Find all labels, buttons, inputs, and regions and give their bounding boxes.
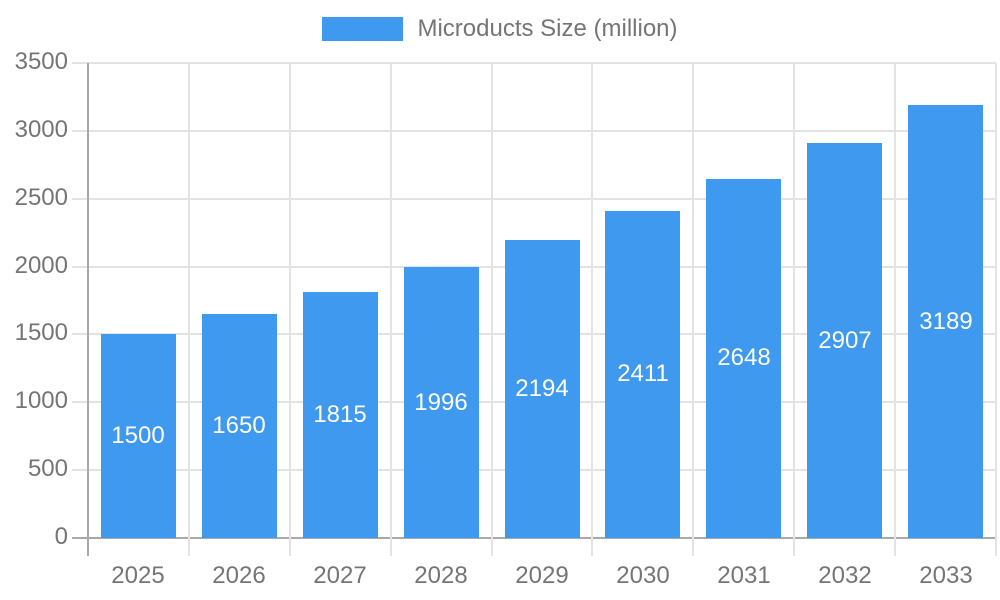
x-tick-label: 2026 bbox=[212, 562, 266, 589]
bar[interactable] bbox=[101, 334, 176, 538]
bar[interactable] bbox=[908, 105, 983, 538]
x-tick-label: 2029 bbox=[515, 562, 569, 589]
h-gridline bbox=[72, 198, 996, 200]
bar[interactable] bbox=[706, 179, 781, 538]
x-tick-label: 2030 bbox=[616, 562, 670, 589]
v-gridline bbox=[390, 63, 392, 556]
y-tick-label: 3500 bbox=[14, 47, 68, 75]
v-gridline bbox=[491, 63, 493, 556]
v-gridline bbox=[289, 63, 291, 556]
bar-value-label: 2648 bbox=[717, 344, 771, 371]
v-gridline bbox=[894, 63, 896, 556]
legend: Microducts Size (million) bbox=[0, 15, 1000, 43]
x-tick-label: 2032 bbox=[818, 562, 872, 589]
y-tick-label: 1500 bbox=[14, 318, 68, 346]
x-tick-label: 2033 bbox=[919, 562, 973, 589]
legend-swatch[interactable] bbox=[322, 17, 404, 41]
bar[interactable] bbox=[202, 314, 277, 538]
v-gridline bbox=[591, 63, 593, 556]
bar[interactable] bbox=[807, 143, 882, 538]
y-tick-label: 1000 bbox=[14, 386, 68, 414]
h-gridline bbox=[72, 62, 996, 64]
bar-value-label: 1815 bbox=[313, 401, 367, 428]
bar[interactable] bbox=[505, 240, 580, 538]
y-axis-line bbox=[87, 63, 89, 556]
x-tick-label: 2025 bbox=[111, 562, 165, 589]
bar-value-label: 3189 bbox=[919, 308, 973, 335]
bar-value-label: 1996 bbox=[414, 389, 468, 416]
x-tick-label: 2028 bbox=[414, 562, 468, 589]
x-tick-label: 2031 bbox=[717, 562, 771, 589]
bar[interactable] bbox=[404, 267, 479, 538]
bar-value-label: 2411 bbox=[617, 360, 669, 387]
bar[interactable] bbox=[605, 211, 680, 538]
x-axis-line bbox=[72, 537, 996, 539]
bar-value-label: 2194 bbox=[515, 375, 569, 402]
legend-label[interactable]: Microducts Size (million) bbox=[417, 15, 678, 42]
v-gridline bbox=[995, 63, 997, 556]
x-tick-label: 2027 bbox=[313, 562, 367, 589]
y-tick-label: 0 bbox=[54, 522, 68, 550]
y-tick-label: 3000 bbox=[14, 115, 68, 143]
h-gridline bbox=[72, 130, 996, 132]
y-tick-label: 2000 bbox=[14, 251, 68, 279]
v-gridline bbox=[188, 63, 190, 556]
v-gridline bbox=[793, 63, 795, 556]
v-gridline bbox=[692, 63, 694, 556]
bar[interactable] bbox=[303, 292, 378, 538]
y-tick-label: 2500 bbox=[14, 183, 68, 211]
bar-value-label: 2907 bbox=[818, 327, 872, 354]
bar-value-label: 1650 bbox=[212, 412, 266, 439]
y-tick-label: 500 bbox=[27, 454, 68, 482]
bar-value-label: 1500 bbox=[111, 422, 165, 449]
